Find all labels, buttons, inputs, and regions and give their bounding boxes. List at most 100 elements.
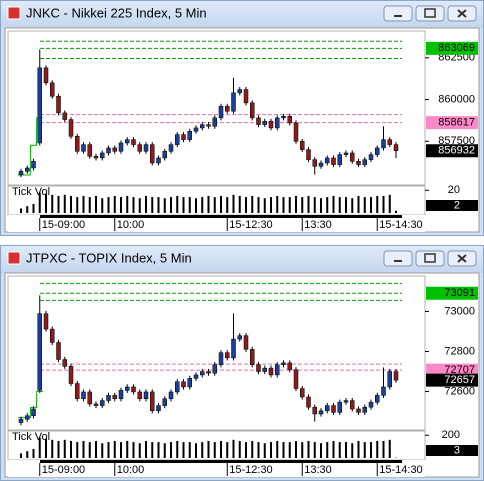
plot-area xyxy=(7,30,426,186)
volume-bar xyxy=(20,208,22,213)
step-line xyxy=(18,391,43,419)
volume-bar xyxy=(26,206,29,213)
volume-bar xyxy=(301,197,304,213)
volume-bar xyxy=(363,442,366,458)
candle-body xyxy=(356,408,361,413)
candle-body xyxy=(318,410,324,415)
price-label-box xyxy=(426,373,478,387)
volume-bar xyxy=(276,440,279,458)
volume-bar xyxy=(220,195,222,213)
volume-bar xyxy=(120,197,122,213)
price-label: 72707 xyxy=(444,364,475,376)
minimize-button[interactable] xyxy=(383,250,413,267)
volume-bar xyxy=(357,440,360,458)
volume-bar xyxy=(207,195,210,213)
candle-body xyxy=(81,144,86,152)
volume-bar xyxy=(388,194,391,213)
volume-bar xyxy=(176,195,179,213)
volume-bar xyxy=(38,192,41,213)
close-button[interactable] xyxy=(447,250,477,267)
maximize-glyph xyxy=(424,253,436,263)
volume-bar xyxy=(201,442,204,458)
volume-bar xyxy=(182,442,185,458)
volume-tick-label: 200 xyxy=(442,429,460,441)
candle-body xyxy=(225,105,230,112)
y-tick-label: 72800 xyxy=(444,345,475,357)
candle-body xyxy=(75,136,80,152)
candle-body xyxy=(350,152,355,162)
x-tick-label: 15-09:00 xyxy=(42,464,85,476)
x-tick-label: 13:30 xyxy=(304,464,332,476)
volume-bar xyxy=(307,195,310,213)
volume-bar xyxy=(95,195,97,213)
x-tick-label: 10:00 xyxy=(117,219,145,231)
candle-body xyxy=(362,159,367,165)
candle-body xyxy=(56,342,61,360)
maximize-button-face xyxy=(415,250,445,267)
candle-body xyxy=(306,149,311,160)
candle-body xyxy=(156,405,161,412)
candle-body xyxy=(25,415,30,420)
volume-bar xyxy=(263,198,266,213)
volume-bar xyxy=(57,440,60,458)
candle-body xyxy=(318,162,324,167)
volume-bar xyxy=(282,197,285,213)
volume-bar xyxy=(338,197,341,213)
candle-body xyxy=(87,391,92,405)
close-button[interactable] xyxy=(447,5,477,22)
volume-bar xyxy=(345,442,347,458)
volume-bar xyxy=(195,198,197,213)
candle-body xyxy=(393,371,399,381)
volume-bar xyxy=(370,442,372,458)
maximize-button-face xyxy=(415,5,445,22)
close-glyph xyxy=(457,254,467,263)
volume-bar xyxy=(101,198,104,213)
minimize-button[interactable] xyxy=(383,5,413,22)
candle-body xyxy=(356,161,361,165)
candle-body xyxy=(175,381,180,393)
x-tick-label: 15-12:30 xyxy=(229,464,272,476)
volume-bar xyxy=(82,195,85,213)
window-title: JNKC - Nikkei 225 Index, 5 Min xyxy=(26,5,207,20)
volume-bar xyxy=(70,195,72,213)
maximize-button[interactable] xyxy=(415,5,445,22)
volume-bar xyxy=(382,440,385,458)
volume-bar xyxy=(257,442,260,458)
candle-body xyxy=(381,386,386,396)
volume-bar xyxy=(120,442,122,458)
volume-bar xyxy=(232,439,235,458)
candle-body xyxy=(18,171,24,175)
volume-bar xyxy=(338,442,341,458)
candle-body xyxy=(287,362,292,370)
candle-body xyxy=(343,400,349,403)
volume-bar xyxy=(238,195,241,213)
volume-bar xyxy=(263,443,266,458)
volume-bar xyxy=(313,197,316,213)
candle-body xyxy=(112,395,117,400)
volume-bar xyxy=(126,440,129,458)
candle-body xyxy=(387,371,392,388)
candle-body xyxy=(31,161,36,169)
candle-body xyxy=(168,144,174,152)
price-label-box xyxy=(426,363,478,377)
y-tick-label: 857500 xyxy=(438,135,475,147)
volume-bar xyxy=(182,197,185,213)
minimize-button-face xyxy=(383,250,413,267)
volume-bar xyxy=(195,443,197,458)
candle-body xyxy=(300,388,305,398)
volume-bar xyxy=(157,197,160,213)
volume-bar xyxy=(45,438,47,458)
price-label-box xyxy=(426,41,478,55)
maximize-button[interactable] xyxy=(415,250,445,267)
y-tick-label: 73000 xyxy=(444,305,475,317)
candle-body xyxy=(350,400,355,410)
volume-bar xyxy=(126,195,129,213)
candle-body xyxy=(218,105,224,119)
volume-bar xyxy=(245,442,247,458)
candle-body xyxy=(106,147,111,154)
volume-bar xyxy=(307,440,310,458)
price-label: 73091 xyxy=(444,287,475,299)
volume-bar xyxy=(63,439,66,458)
volume-bar xyxy=(370,197,372,213)
candle-body xyxy=(93,403,99,406)
